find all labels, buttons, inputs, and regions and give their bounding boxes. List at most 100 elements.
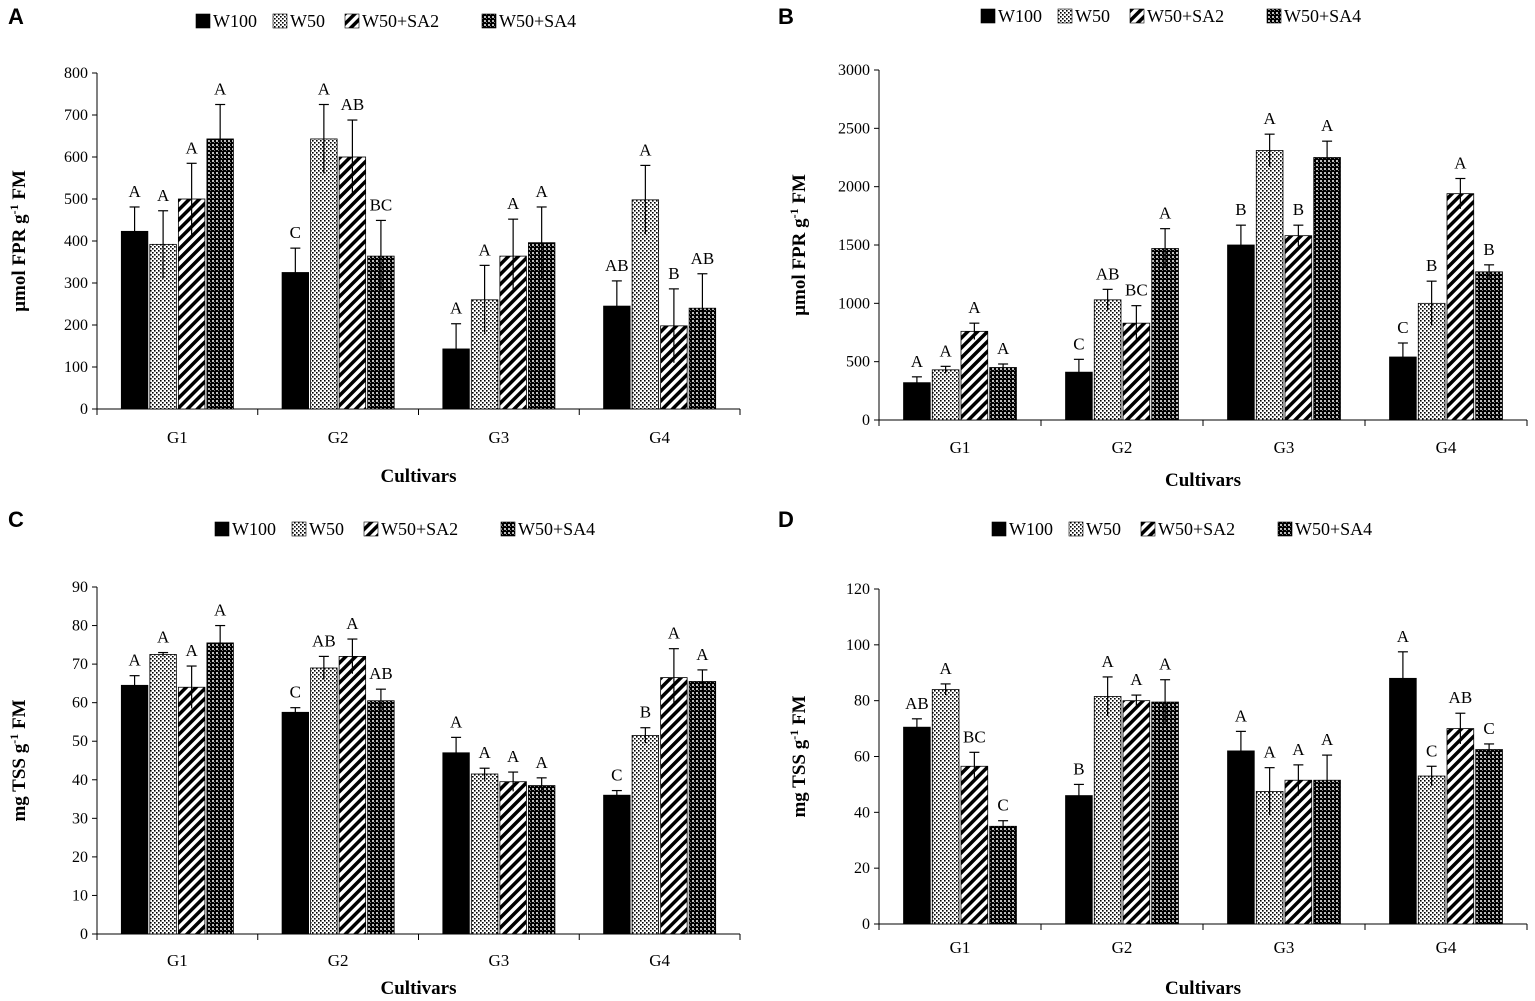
- significance-letter: A: [1101, 652, 1114, 671]
- legend-swatch-w50: [1068, 521, 1084, 537]
- panel-D: D W100 W50 W50+SA2 W50+SA4 0 20 40 60 80 100 120 G1 G…: [778, 507, 1528, 999]
- significance-letter: A: [1159, 204, 1172, 223]
- legend-swatch-w50: [272, 13, 288, 29]
- x-axis-label: Cultivars: [1165, 470, 1241, 491]
- bar-g1-w50-sa4: [989, 825, 1017, 925]
- panel-B: B W100 W50 W50+SA2 W50+SA4 0 500 1000 1500 2000 25…: [778, 4, 1528, 491]
- legend-label: W100: [1009, 519, 1053, 539]
- legend: W100 W50 W50+SA2 W50+SA4: [991, 519, 1372, 539]
- significance-letter: A: [1454, 154, 1467, 173]
- y-axis-label: mg TSS g-1 FM: [7, 699, 30, 821]
- bar-g4-w50-sa2: [660, 677, 688, 935]
- significance-letter: A: [968, 298, 981, 317]
- bar-g3-w100: [1227, 750, 1255, 925]
- significance-letter: A: [939, 341, 952, 360]
- bar-g3-w50: [1255, 150, 1284, 421]
- category-label: G2: [1112, 438, 1133, 457]
- y-tick-label: 30: [72, 810, 88, 827]
- significance-letter: A: [478, 743, 491, 762]
- legend-label: W50: [1086, 519, 1121, 539]
- significance-letter: A: [1159, 655, 1172, 674]
- y-axis-label: µmol FPR g-1 FM: [7, 170, 30, 312]
- category-label: G1: [950, 938, 971, 957]
- y-tick-label: 80: [854, 693, 870, 710]
- legend-swatch-w50-sa4: [481, 13, 497, 29]
- legend-swatch-w50-sa2: [1129, 8, 1145, 24]
- category-label: G1: [950, 438, 971, 457]
- y-axis-label: mg TSS g-1 FM: [787, 695, 810, 817]
- bar-g4-w50-sa2: [1446, 728, 1475, 925]
- significance-letter: A: [1397, 627, 1410, 646]
- legend-swatch-w50-sa4: [500, 521, 516, 537]
- panels: A W100 W50 W50+SA2 W50+SA4010020030040050060…: [7, 4, 1528, 999]
- category-label: G4: [1436, 438, 1457, 457]
- bar-g1-w50: [149, 654, 177, 935]
- y-tick-label: 1000: [838, 295, 870, 312]
- bar-g2-w100: [281, 711, 310, 935]
- legend-swatch-w50: [291, 521, 307, 537]
- y-tick-label: 60: [854, 749, 870, 766]
- bar-g3-w50-sa2: [1284, 235, 1313, 421]
- significance-letter: BC: [963, 727, 986, 746]
- significance-letter: AB: [1096, 264, 1120, 283]
- significance-letter: C: [997, 796, 1008, 815]
- significance-letter: B: [1483, 240, 1494, 259]
- legend-label: W50+SA2: [381, 519, 458, 539]
- bar-g3-w50-sa2: [499, 781, 527, 935]
- legend: W100 W50 W50+SA2 W50+SA4: [214, 519, 595, 539]
- significance-letter: C: [1073, 334, 1084, 353]
- significance-letter: A: [157, 186, 170, 205]
- panel-letter: D: [778, 507, 794, 532]
- legend-swatch-w100: [980, 8, 996, 24]
- bar-g4-w50-sa4: [688, 681, 717, 935]
- panel-letter: A: [8, 4, 24, 29]
- bar-g4-w50: [631, 735, 660, 935]
- significance-letter: A: [478, 240, 491, 259]
- y-tick-label: 120: [846, 581, 870, 598]
- bar-g3-w50-sa4: [1313, 157, 1341, 421]
- bar-g3-w100: [442, 752, 470, 935]
- y-tick-label: 1500: [838, 237, 870, 254]
- legend-label: W50+SA2: [1158, 519, 1235, 539]
- significance-letter: B: [1235, 200, 1246, 219]
- y-tick-label: 0: [80, 926, 88, 943]
- significance-letter: B: [1073, 759, 1084, 778]
- y-tick-label: 90: [72, 579, 88, 596]
- panel-A: A W100 W50 W50+SA2 W50+SA4 0 100 200 300 400 500 60…: [7, 4, 741, 487]
- bar-g2-w50: [310, 138, 338, 410]
- y-tick-label: 600: [64, 149, 88, 166]
- significance-letter: AB: [369, 664, 393, 683]
- y-tick-label: 40: [72, 772, 88, 789]
- bar-g2-w50-sa2: [338, 656, 367, 935]
- significance-letter: A: [346, 614, 359, 633]
- y-tick-label: 80: [72, 618, 88, 635]
- legend-label: W50+SA2: [1147, 6, 1224, 26]
- legend-swatch-w50-sa2: [363, 521, 379, 537]
- significance-letter: AB: [1449, 688, 1473, 707]
- panel-C: C W100 W50 W50+SA2 W50+SA4 0 10 20 30 40 50 60 70 80 9…: [7, 507, 741, 999]
- y-tick-label: 10: [72, 887, 88, 904]
- bar-g4-w50-sa2: [1446, 193, 1475, 421]
- y-tick-label: 20: [72, 849, 88, 866]
- legend-label: W50: [309, 519, 344, 539]
- bar-g3-w50-sa4: [527, 785, 556, 935]
- significance-letter: B: [1293, 200, 1304, 219]
- bar-g4-w50: [1417, 775, 1446, 925]
- significance-letter: C: [290, 683, 301, 702]
- significance-letter: A: [1292, 740, 1305, 759]
- significance-letter: BC: [1125, 281, 1148, 300]
- significance-letter: A: [214, 80, 227, 99]
- bar-g3-w50-sa2: [1284, 779, 1313, 925]
- legend-label: W50+SA4: [499, 11, 576, 31]
- bar-g3-w50: [470, 773, 499, 935]
- y-axis-label: µmol FPR g-1 FM: [787, 174, 810, 316]
- panel-letter: B: [778, 4, 794, 29]
- legend-label: W50+SA2: [362, 11, 439, 31]
- bar-g4-w100: [1389, 677, 1417, 925]
- x-axis-label: Cultivars: [381, 466, 457, 487]
- category-label: G1: [167, 951, 188, 970]
- bar-g1-w50-sa4: [206, 642, 234, 935]
- significance-letter: B: [1426, 256, 1437, 275]
- significance-letter: A: [696, 645, 709, 664]
